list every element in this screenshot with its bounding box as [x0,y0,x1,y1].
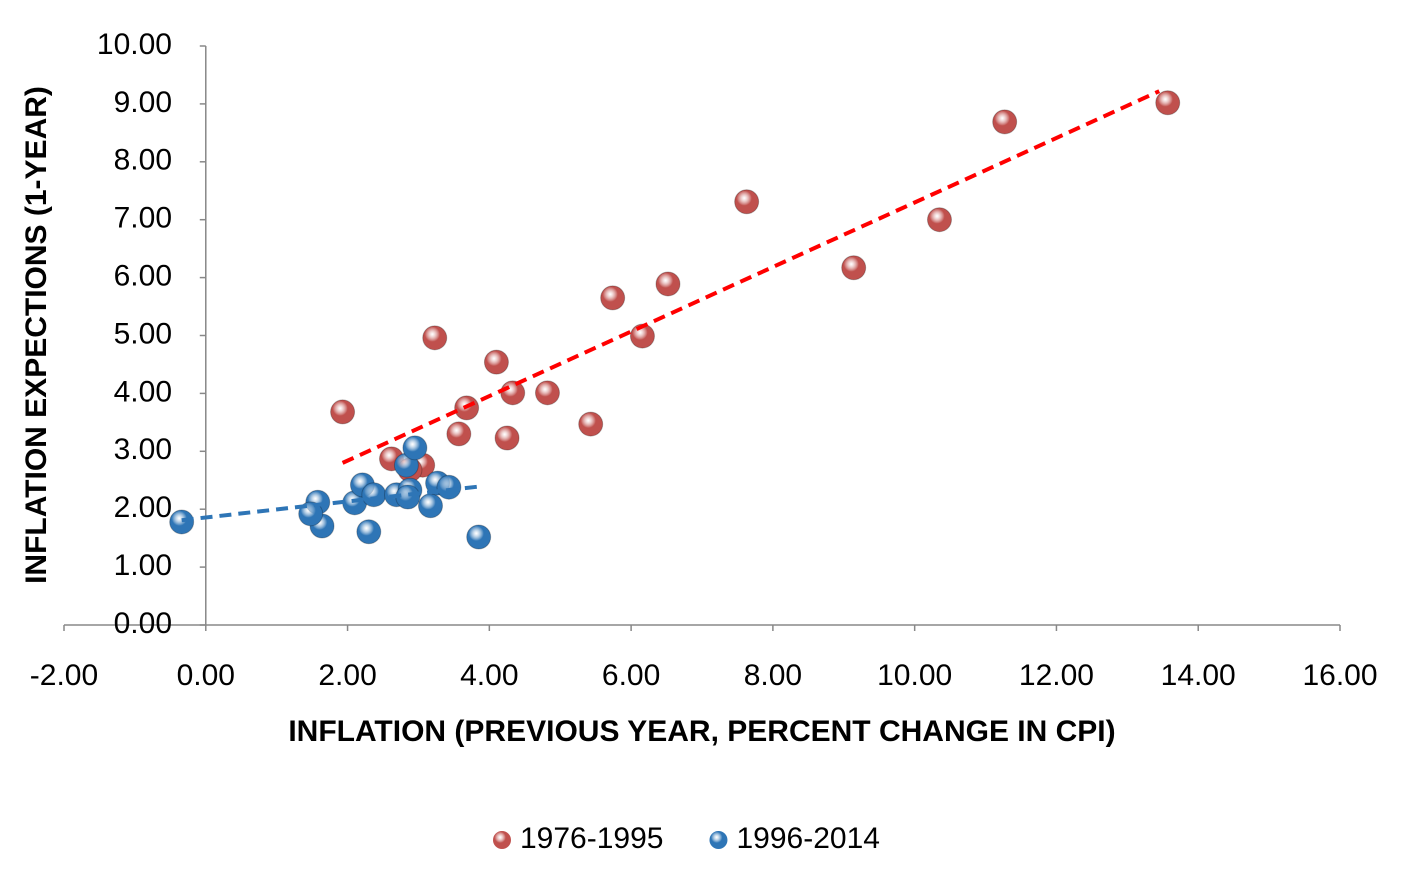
y-tick-label: 1.00 [114,549,172,582]
x-tick-label: -2.00 [30,659,98,692]
legend-label: 1976-1995 [520,822,663,855]
y-tick-label: 10.00 [97,28,172,61]
x-tick-label: 16.00 [1302,659,1377,692]
y-tick-label: 5.00 [114,317,172,350]
y-axis-title: INFLATION EXPECTIONS (1-YEAR) [20,86,53,584]
point [629,323,655,349]
y-tick-label: 6.00 [114,260,172,293]
point [926,207,952,233]
x-tick-label: 0.00 [177,659,235,692]
trendline [181,484,484,523]
point [446,421,472,447]
x-tick-label: 12.00 [1019,659,1094,692]
point [734,189,760,215]
y-tick-label: 0.00 [114,607,172,640]
point [534,380,560,406]
x-axis-title: INFLATION (PREVIOUS YEAR, PERCENT CHANGE… [288,715,1115,748]
point [841,255,867,281]
point [992,109,1018,135]
x-tick-label: 8.00 [744,659,802,692]
point [600,285,626,311]
point [436,474,462,500]
x-tick-label: 4.00 [460,659,518,692]
point [361,482,387,508]
point [356,519,382,545]
point [466,524,492,550]
y-tick-label: 4.00 [114,375,172,408]
point [417,493,443,519]
y-tick-label: 3.00 [114,433,172,466]
trendline [341,89,1161,465]
point [494,425,520,451]
point [422,325,448,351]
y-tick-label: 7.00 [114,202,172,235]
y-tick-label: 2.00 [114,491,172,524]
point [483,349,509,375]
y-tick-label: 9.00 [114,86,172,119]
point [500,380,526,406]
point [330,399,356,425]
x-tick-label: 14.00 [1161,659,1236,692]
x-tick-label: 6.00 [602,659,660,692]
point [1155,90,1181,116]
x-tick-label: 10.00 [877,659,952,692]
legend-marker [709,831,728,849]
point [578,411,604,437]
point [402,435,428,461]
point [655,271,681,297]
y-tick-label: 8.00 [114,144,172,177]
legend-marker [493,831,511,849]
x-tick-label: 2.00 [318,659,376,692]
legend-label: 1996-2014 [736,822,879,855]
point [169,509,195,535]
